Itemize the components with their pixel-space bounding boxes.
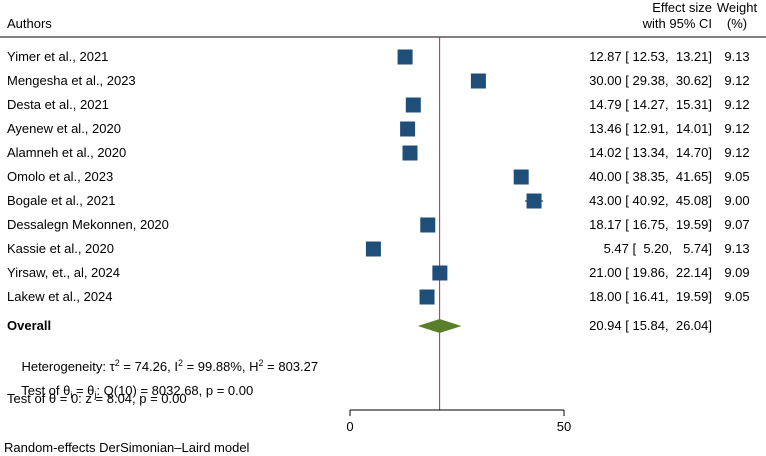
het-tau-sup: 2 [114,358,120,368]
study-weight: 9.12 [724,97,750,112]
study-author: Mengesha et al., 2023 [7,73,136,88]
study-effect-size: 5.47 [ 5.20, 5.74] [599,241,712,256]
homog-p3: : Q(10) = 8032.68, p = 0.00 [96,383,254,398]
study-marker [432,265,448,281]
study-effect-size: 18.00 [ 16.41, 19.59] [589,289,712,304]
weight-header-line2: (%) [726,16,748,31]
heterogeneity-stats: Heterogeneity: τ2 = 74.26, I2 = 99.88%, … [7,343,318,392]
study-effect-size: 13.46 [ 12.91, 14.01] [589,121,712,136]
study-weight: 9.12 [724,145,750,160]
het-h-val: = 803.27 [263,359,319,374]
x-tick-label: 50 [557,419,571,434]
study-weight: 9.05 [724,289,750,304]
study-weight: 9.12 [724,121,750,136]
model-footnote: Random-effects DerSimonian–Laird model [4,440,250,455]
het-i-sup: 2 [177,358,183,368]
het-h-sup: 2 [258,358,264,368]
study-author: Desta et al., 2021 [7,97,109,112]
effect-size-header-line1: Effect size [652,0,712,15]
study-author: Bogale et al., 2021 [7,193,116,208]
study-effect-size: 43.00 [ 40.92, 45.08] [589,193,712,208]
study-marker [402,145,418,161]
study-author: Lakew et al., 2024 [7,289,113,304]
weight-header-line1: Weight [716,0,758,15]
study-weight: 9.00 [724,193,750,208]
study-marker [526,193,542,209]
study-author: Yirsaw, et., al, 2024 [7,265,120,280]
study-author: Alamneh et al., 2020 [7,145,127,160]
homog-p2: = θ [72,383,95,398]
overall-effect-size: 20.94 [ 15.84, 26.04] [589,318,712,333]
study-marker [365,241,381,257]
authors-header: Authors [7,16,52,31]
study-marker [397,49,413,65]
study-weight: 9.13 [724,241,750,256]
overall-diamond [417,319,462,333]
homog-s1: i [70,390,73,400]
study-marker [470,73,486,89]
study-marker [405,97,421,113]
overall-label: Overall [7,318,52,333]
study-weight: 9.13 [724,49,750,64]
study-marker [400,121,416,137]
study-author: Omolo et al., 2023 [7,169,114,184]
het-i-val: = 99.88%, H [182,359,259,374]
homog-p1: Test of θ [21,383,71,398]
study-effect-size: 21.00 [ 19.86, 22.14] [589,265,712,280]
het-prefix: Heterogeneity: τ [21,359,115,374]
x-tick-label: 0 [346,419,353,434]
study-author: Kassie et al., 2020 [7,241,114,256]
study-effect-size: 12.87 [ 12.53, 13.21] [589,49,712,64]
study-effect-size: 18.17 [ 16.75, 19.59] [589,217,712,232]
study-author: Ayenew et al., 2020 [7,121,121,136]
study-author: Dessalegn Mekonnen, 2020 [7,217,169,232]
study-marker [420,217,436,233]
het-tau-val: = 74.26, I [119,359,178,374]
study-weight: 9.07 [724,217,750,232]
effect-size-header-line2: with 95% CI [642,16,712,31]
study-effect-size: 14.79 [ 14.27, 15.31] [589,97,712,112]
homog-s2: j [94,390,97,400]
study-marker [419,289,435,305]
study-effect-size: 14.02 [ 13.34, 14.70] [589,145,712,160]
study-author: Yimer et al., 2021 [7,49,109,64]
study-weight: 9.05 [724,169,750,184]
study-effect-size: 40.00 [ 38.35, 41.65] [589,169,712,184]
study-weight: 9.12 [724,73,750,88]
study-marker [513,169,529,185]
test-zero: Test of θ = 0: z = 8.04, p = 0.00 [7,391,187,406]
study-effect-size: 30.00 [ 29.38, 30.62] [589,73,712,88]
study-weight: 9.09 [724,265,750,280]
test-homogeneity: Test of θi = θj: Q(10) = 8032.68, p = 0.… [7,367,253,416]
